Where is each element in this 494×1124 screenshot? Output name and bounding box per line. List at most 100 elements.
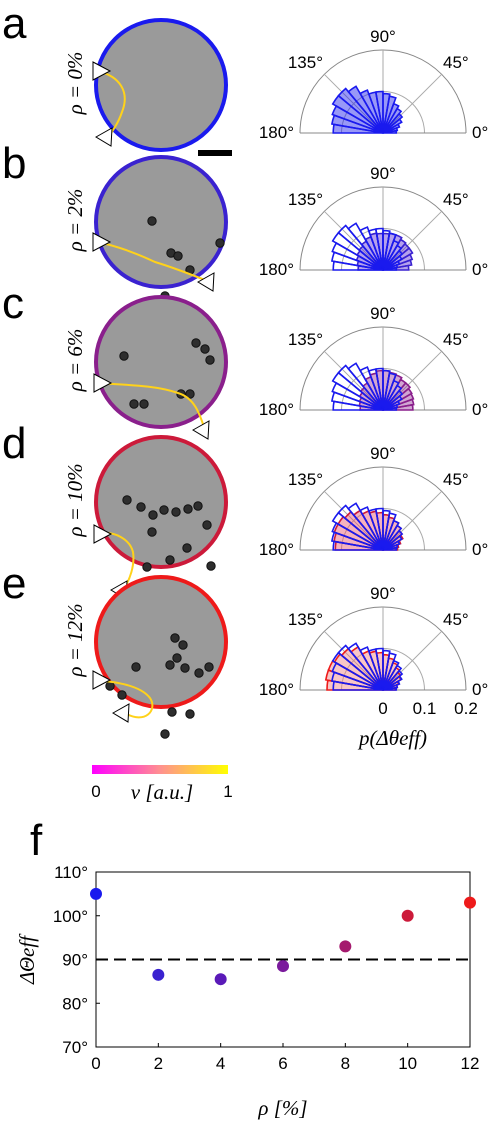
particle: [170, 633, 180, 643]
x-tick-label: 6: [278, 1054, 287, 1073]
particle: [204, 662, 214, 672]
particle: [194, 668, 204, 678]
angle-label: 135°: [288, 190, 323, 209]
trajectory-line: [97, 532, 135, 591]
angle-label: 180°: [259, 260, 294, 279]
panel-letter-d: d: [2, 419, 26, 468]
angle-label: 135°: [288, 610, 323, 629]
particle: [205, 355, 215, 365]
reference-wedge: [330, 671, 384, 691]
polar-spoke-135: [323, 630, 384, 691]
particle: [147, 216, 157, 226]
x-tick-label: 8: [341, 1054, 350, 1073]
polar-histogram: 90° 135° 45° 180° 0°: [259, 27, 488, 142]
colorbar: 0 v [a.u.] 1: [91, 765, 233, 804]
angle-label: 0°: [472, 123, 488, 142]
micrograph-circle: [94, 18, 228, 152]
angle-label: 90°: [370, 27, 396, 46]
reference-wedge: [331, 511, 384, 551]
particle: [165, 660, 175, 670]
particle: [142, 562, 152, 572]
polar-histogram: 90° 135° 45° 180° 0° 0 0.1 0.2 p(Δθeff): [259, 584, 488, 750]
polar-spoke-135: [323, 490, 384, 551]
angle-label: 90°: [370, 444, 396, 463]
reference-wedge: [332, 540, 384, 551]
angle-label: 0°: [472, 400, 488, 419]
panel-e: e ρ = 12% 90° 135° 45° 180° 0° 0 0.1 0.2 p(Δθeff): [2, 559, 488, 750]
x-tick-label: 2: [154, 1054, 163, 1073]
start-arrow: [92, 232, 112, 252]
angle-label: 180°: [259, 400, 294, 419]
polar-spoke-45: [382, 490, 443, 551]
scatter-plot-f: 0 2 4 6 8 10 12 70° 80° 90° 100° 110° ρ [%] ΔΘeff: [15, 863, 479, 1120]
scatter-point: [152, 968, 165, 981]
particle: [191, 338, 201, 348]
particle: [182, 543, 192, 553]
particle: [178, 640, 188, 650]
reference-wedge: [331, 521, 384, 551]
colorbar-min-label: 0: [91, 782, 100, 801]
particle: [129, 399, 139, 409]
particle: [160, 729, 170, 739]
scatter-point: [401, 909, 414, 922]
particle: [185, 389, 195, 399]
polar-spoke-45: [382, 210, 443, 271]
start-arrow: [93, 373, 113, 393]
radial-tick-label: 0.2: [454, 699, 478, 718]
particle: [139, 399, 149, 409]
polar-histogram: 90° 135° 45° 180° 0°: [259, 304, 488, 419]
polar-spoke-45: [382, 73, 443, 134]
y-tick-label: 100°: [53, 907, 88, 926]
colorbar-label: v [a.u.]: [131, 780, 193, 804]
end-arrow: [112, 703, 130, 723]
particle: [202, 520, 212, 530]
reference-wedge: [332, 260, 384, 271]
polar-spoke-135: [323, 210, 384, 271]
reference-wedge: [332, 400, 384, 411]
x-tick-label: 10: [398, 1054, 417, 1073]
start-arrow: [92, 61, 112, 81]
particle: [180, 663, 190, 673]
angle-label: 90°: [370, 164, 396, 183]
polar-spoke-135: [323, 350, 384, 411]
particle: [119, 351, 129, 361]
panel-c: c ρ = 6% 90° 135° 45° 180° 0°: [2, 279, 488, 454]
rho-label: ρ = 6%: [63, 329, 87, 393]
y-tick-label: 80°: [62, 994, 88, 1013]
x-tick-label: 12: [461, 1054, 480, 1073]
reference-wedge: [331, 241, 384, 271]
angle-label: 135°: [288, 470, 323, 489]
y-tick-label: 90°: [62, 951, 88, 970]
reference-wedge: [331, 661, 384, 691]
scale-bar: [198, 150, 232, 156]
rho-label: ρ = 10%: [63, 463, 87, 537]
panel-letter-a: a: [2, 0, 27, 48]
histogram-wedge: [331, 94, 384, 134]
x-tick-label: 4: [216, 1054, 225, 1073]
reference-wedge: [331, 651, 384, 691]
particle: [136, 502, 146, 512]
end-arrow: [192, 420, 210, 440]
start-arrow: [93, 524, 113, 544]
trajectory-line: [97, 382, 206, 431]
reference-wedge: [330, 251, 384, 271]
colorbar-gradient: [92, 765, 228, 774]
reference-wedge: [331, 381, 384, 411]
particle: [171, 507, 181, 517]
angle-label: 90°: [370, 584, 396, 603]
angle-label: 45°: [443, 190, 469, 209]
angle-label: 90°: [370, 304, 396, 323]
rho-label: ρ = 0%: [63, 52, 87, 116]
panel-letter-c: c: [2, 279, 24, 328]
polar-spoke-135: [323, 73, 384, 134]
particle: [165, 555, 175, 565]
angle-label: 45°: [443, 610, 469, 629]
micrograph-circle: [94, 155, 228, 289]
colorbar-max-label: 1: [223, 782, 232, 801]
rho-label: ρ = 2%: [63, 189, 87, 253]
reference-wedge: [330, 531, 384, 551]
particle: [172, 653, 182, 663]
polar-spoke-45: [382, 350, 443, 411]
angle-label: 45°: [443, 470, 469, 489]
